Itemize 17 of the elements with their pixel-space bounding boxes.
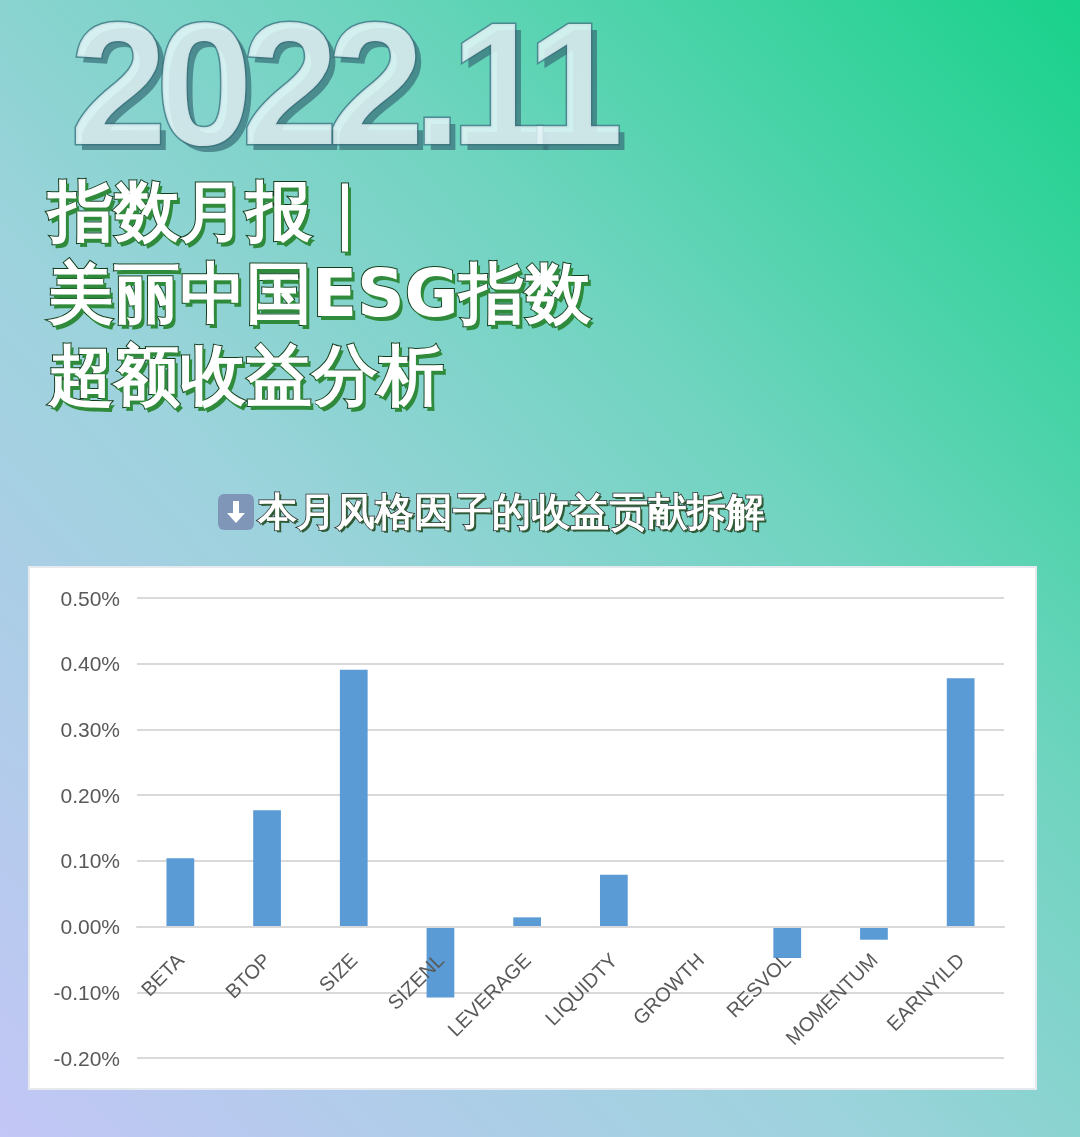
y-tick-label: 0.50% [60,586,120,610]
bar [513,917,542,927]
chart-subtitle: 本月风格因子的收益贡献拆解 [258,489,765,534]
y-tick-label: 0.40% [60,652,120,676]
y-tick-label: 0.20% [60,783,120,807]
bar [339,669,368,927]
bar [599,874,628,927]
bar [860,926,888,940]
y-tick-label: -0.10% [53,980,120,1004]
bar [946,678,975,927]
y-tick-label: -0.20% [53,1046,120,1070]
y-tick-label: 0.10% [60,849,120,873]
chart-title: 指数月报｜美丽中国ESG指数超额收益分析 [48,172,592,416]
bar [166,858,195,927]
y-tick-label: 0.00% [60,915,120,939]
bar [253,810,281,927]
y-tick-label: 0.30% [60,717,120,741]
